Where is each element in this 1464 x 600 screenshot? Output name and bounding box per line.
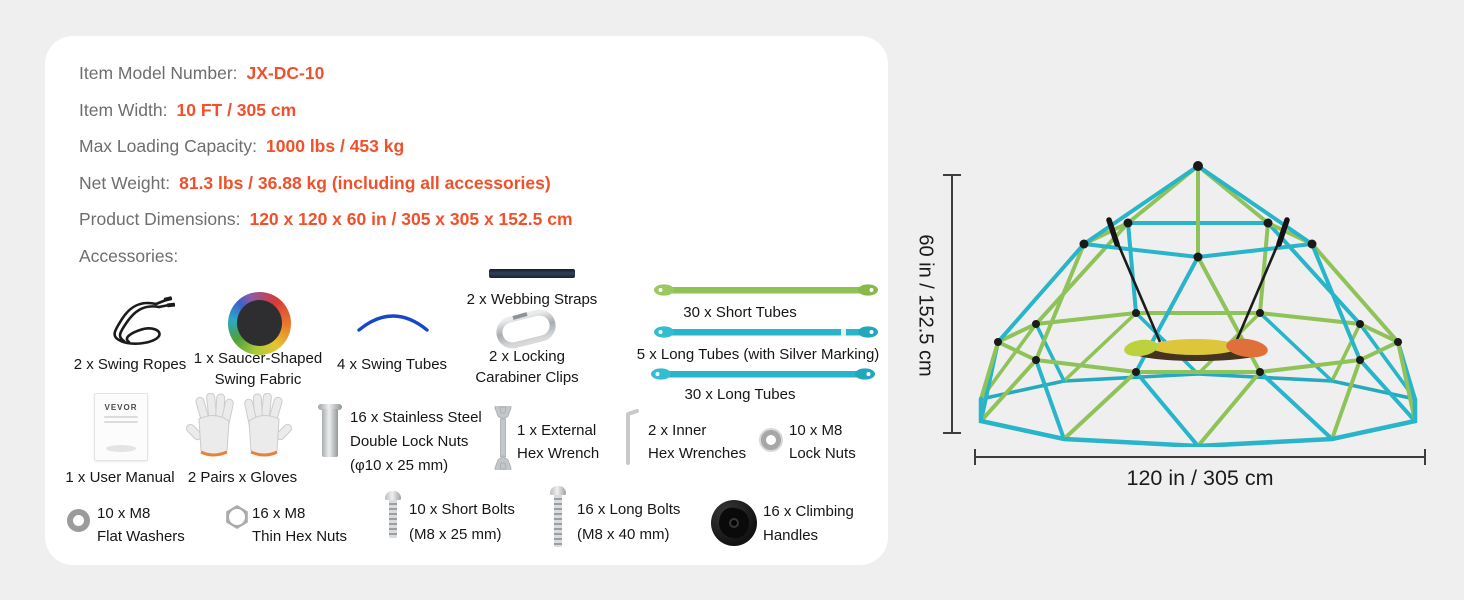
spec-capacity-value: 1000 lbs / 453 kg — [266, 136, 405, 156]
spec-width: Item Width: 10 FT / 305 cm — [79, 97, 296, 123]
flat-washer-icon — [67, 509, 90, 532]
label-m8-lock-nuts: 10 x M8 Lock Nuts — [789, 422, 856, 462]
label-long-bolts: 16 x Long Bolts (M8 x 40 mm) — [577, 501, 681, 543]
width-dimension-cap-right — [1424, 449, 1426, 465]
climbing-dome-illustration — [978, 161, 1418, 447]
short-bolt-icon — [385, 491, 401, 538]
swing-straps — [1106, 217, 1290, 343]
carabiner-clips-icon — [496, 309, 556, 349]
user-manual-icon: VEVOR — [94, 393, 148, 461]
label-flat-washers: 10 x M8 Flat Washers — [97, 505, 185, 545]
label-gloves: 2 Pairs x Gloves — [187, 469, 298, 486]
spec-width-label: Item Width: — [79, 100, 168, 120]
inner-hex-wrench-icon — [626, 409, 639, 465]
width-dimension-line — [975, 456, 1425, 458]
double-lock-nut-icon — [318, 404, 342, 460]
spec-width-value: 10 FT / 305 cm — [176, 100, 297, 120]
swing-tubes-icon — [357, 314, 429, 332]
label-external-hex-wrench: 1 x External Hex Wrench — [517, 422, 600, 462]
spec-card: Item Model Number: JX-DC-10 Item Width: … — [45, 36, 888, 565]
long-bolt-icon — [550, 486, 566, 547]
spec-capacity-label: Max Loading Capacity: — [79, 136, 258, 156]
label-short-tubes: 30 x Short Tubes — [683, 304, 797, 321]
spec-weight-value: 81.3 lbs / 36.88 kg (including all acces… — [179, 173, 551, 193]
manual-brand-logo: VEVOR — [104, 403, 138, 412]
label-swing-ropes: 2 x Swing Ropes — [73, 356, 187, 373]
label-user-manual: 1 x User Manual — [65, 469, 175, 486]
climbing-handle-icon — [711, 500, 757, 546]
short-tubes-icon — [654, 284, 878, 296]
width-dimension-label: 120 in / 305 cm — [1126, 466, 1274, 490]
accessories-title: Accessories: — [79, 246, 179, 266]
gloves-icon — [186, 393, 292, 457]
thin-hex-nut-icon — [226, 505, 248, 529]
spec-capacity: Max Loading Capacity: 1000 lbs / 453 kg — [79, 133, 404, 159]
label-swing-tubes: 4 x Swing Tubes — [336, 356, 448, 373]
height-dimension-line — [951, 175, 953, 433]
label-carabiner-clips: 2 x Locking Carabiner Clips — [475, 348, 579, 386]
spec-weight-label: Net Weight: — [79, 173, 171, 193]
spec-dimensions-value: 120 x 120 x 60 in / 305 x 305 x 152.5 cm — [249, 209, 573, 229]
saucer-swing-fabric-icon — [228, 292, 291, 355]
swing-ropes-icon — [113, 296, 175, 345]
saucer-swing — [1124, 338, 1268, 361]
spec-model-label: Item Model Number: — [79, 63, 238, 83]
spec-dimensions-label: Product Dimensions: — [79, 209, 241, 229]
spec-dimensions: Product Dimensions: 120 x 120 x 60 in / … — [79, 206, 573, 232]
height-dimension-label: 60 in / 152.5 cm — [914, 234, 937, 377]
label-double-lock-nuts: 16 x Stainless Steel Double Lock Nuts (φ… — [350, 409, 482, 474]
height-dimension-cap-bottom — [943, 432, 961, 434]
webbing-straps-icon — [489, 269, 575, 278]
long-tubes-silver-icon — [654, 326, 878, 338]
m8-lock-nut-icon — [761, 430, 781, 450]
label-saucer-swing: 1 x Saucer-Shaped Swing Fabric — [193, 350, 323, 388]
label-long-tubes-silver: 5 x Long Tubes (with Silver Marking) — [636, 346, 880, 363]
label-long-tubes: 30 x Long Tubes — [684, 386, 796, 403]
height-dimension-cap-top — [943, 174, 961, 176]
width-dimension-cap-left — [974, 449, 976, 465]
label-webbing-straps: 2 x Webbing Straps — [466, 291, 598, 308]
label-thin-hex-nuts: 16 x M8 Thin Hex Nuts — [252, 505, 348, 545]
spec-model: Item Model Number: JX-DC-10 — [79, 60, 324, 86]
spec-model-value: JX-DC-10 — [246, 63, 325, 83]
label-inner-hex-wrenches: 2 x Inner Hex Wrenches — [648, 422, 747, 462]
long-tubes-icon — [651, 368, 875, 380]
external-hex-wrench-icon — [494, 406, 512, 470]
label-climbing-handles: 16 x Climbing Handles — [763, 503, 854, 544]
label-short-bolts: 10 x Short Bolts (M8 x 25 mm) — [409, 501, 515, 543]
spec-weight: Net Weight: 81.3 lbs / 36.88 kg (includi… — [79, 170, 551, 196]
dome-hub-connectors — [994, 161, 1402, 376]
